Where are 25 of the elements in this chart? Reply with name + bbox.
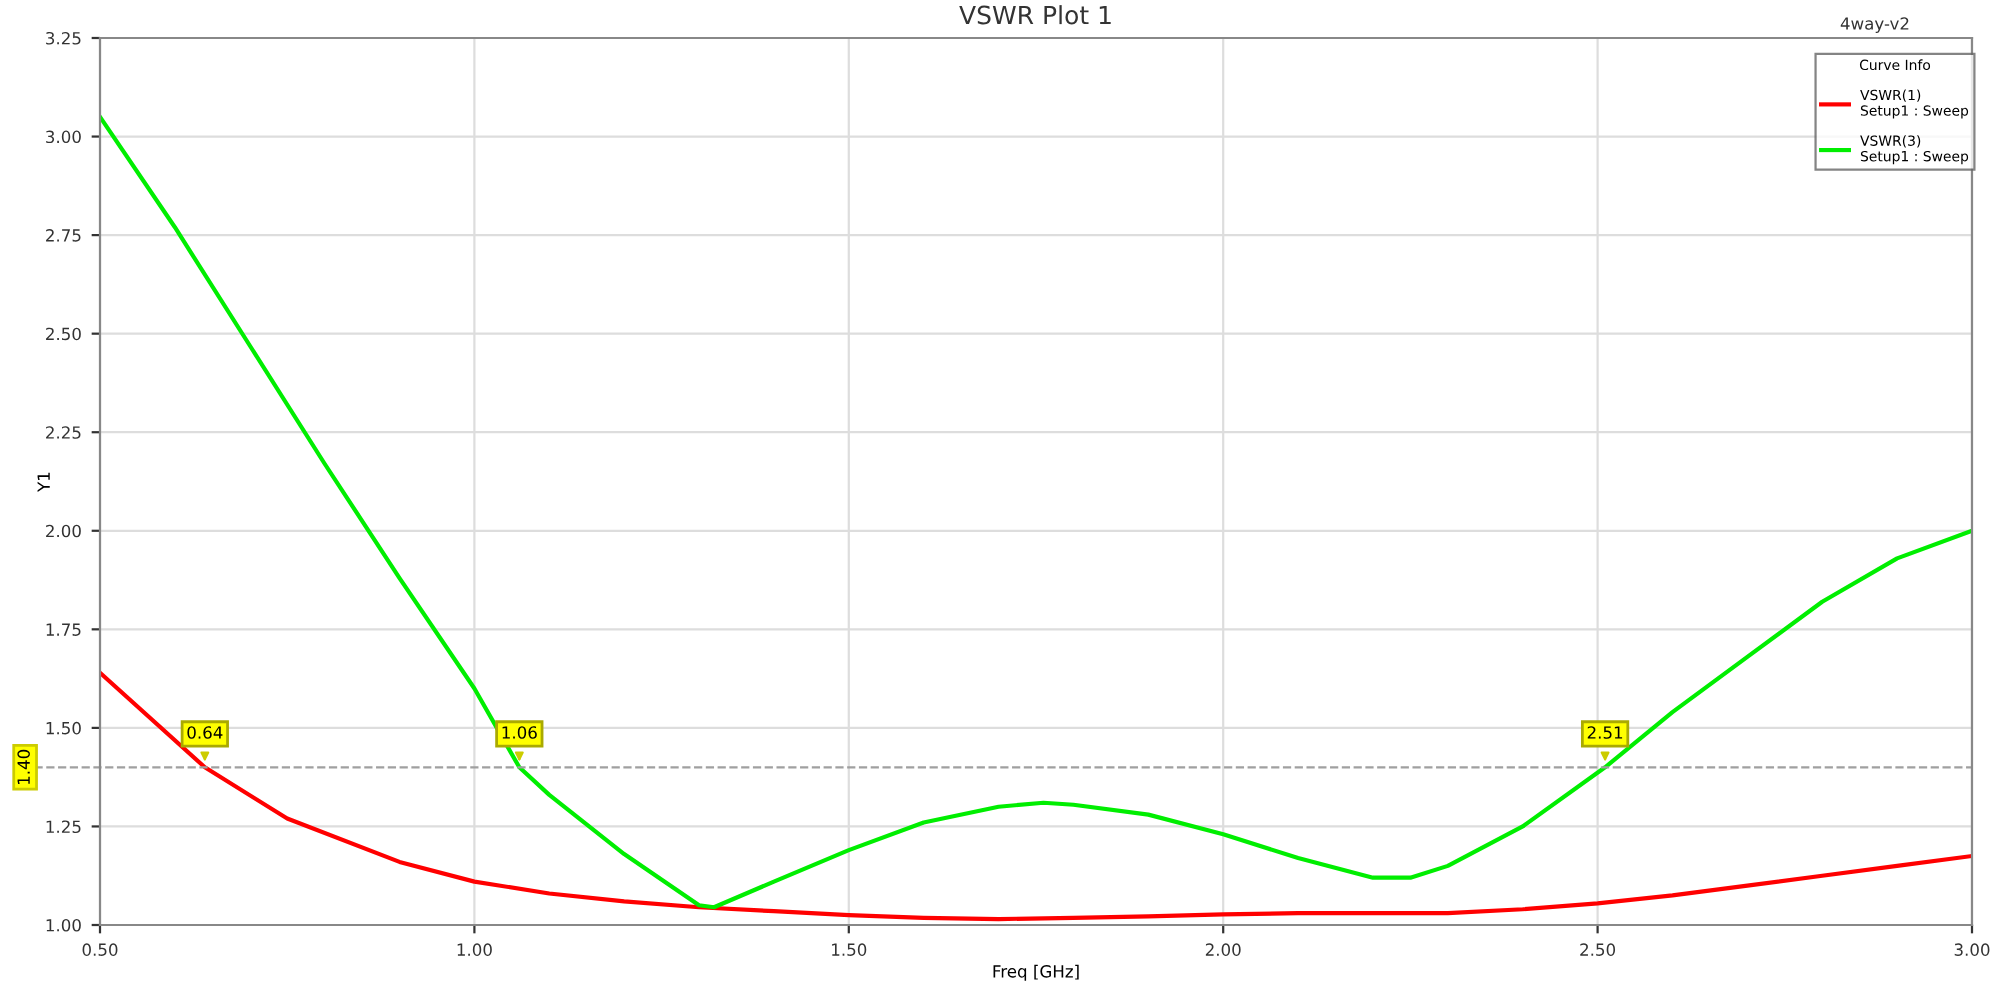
y-tick-label: 1.00: [46, 918, 81, 932]
y-tick-label: 3.25: [46, 31, 81, 45]
annotation: 0.64: [187, 726, 223, 739]
x-tick-label: 2.50: [1580, 943, 1616, 956]
x-axis-title: Freq [GHz]: [993, 964, 1079, 981]
y-tick-label: 2.50: [46, 327, 81, 341]
y-tick-label: 2.00: [46, 524, 81, 538]
y-tick-label: 2.75: [46, 229, 81, 242]
chart-title: VSWR Plot 1: [959, 5, 1111, 25]
x-tick-label: 2.00: [1205, 943, 1241, 956]
line-series: [100, 670, 1972, 922]
y-tick-label: 3.00: [46, 130, 81, 144]
x-tick-label: 3.00: [1954, 943, 1990, 956]
y-tick-label: 2.25: [46, 426, 81, 439]
y-tick-label: 1.25: [46, 820, 81, 834]
x-tick-label: 1.50: [832, 943, 867, 956]
y-axis-title: Y1: [37, 472, 50, 492]
x-tick-label: 0.50: [82, 943, 118, 956]
y-tick-label: 1.50: [46, 721, 81, 735]
y-tick-label: 1.75: [46, 623, 81, 636]
annotation: 2.51: [1587, 726, 1623, 739]
ref-line-label: 1.40: [17, 749, 30, 785]
chart-subtitle: 4way-v2: [1840, 17, 1909, 34]
x-tick-label: 1.00: [457, 943, 492, 956]
annotation: 1.06: [502, 726, 537, 739]
